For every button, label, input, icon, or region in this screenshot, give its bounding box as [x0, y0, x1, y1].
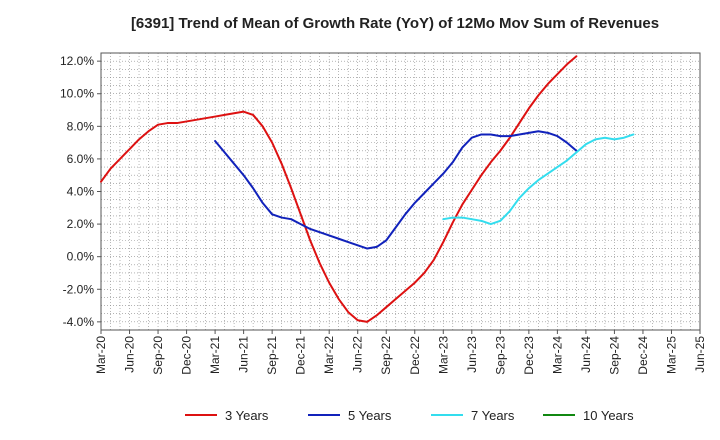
y-tick-label: 2.0%: [67, 217, 95, 231]
x-tick-label: Jun-20: [123, 336, 137, 373]
x-tick-label: Dec-24: [636, 336, 650, 375]
y-tick-label: 6.0%: [67, 152, 95, 166]
legend-label-5-years: 5 Years: [348, 408, 392, 423]
x-tick-label: Mar-24: [550, 336, 564, 374]
y-tick-label: 8.0%: [67, 119, 95, 133]
x-tick-label: Sep-22: [379, 336, 393, 375]
x-tick-label: Dec-23: [522, 336, 536, 375]
legend-label-10-years: 10 Years: [583, 408, 634, 423]
x-tick-label: Dec-20: [180, 336, 194, 375]
y-axis: -4.0% -2.0% 0.0% 2.0% 4.0% 6.0% 8.0% 10.0% 12.0%: [60, 54, 101, 329]
y-tick-label: -2.0%: [63, 282, 95, 296]
chart-title: [6391] Trend of Mean of Growth Rate (YoY…: [131, 15, 659, 32]
x-tick-label: Mar-20: [94, 336, 108, 374]
grid-lines: [101, 53, 700, 330]
x-tick-label: Mar-22: [322, 336, 336, 374]
plot-area: [100, 52, 701, 331]
legend: 3 Years 5 Years 7 Years 10 Years: [185, 408, 634, 423]
x-tick-label: Dec-21: [294, 336, 308, 375]
x-tick-label: Jun-24: [579, 336, 593, 373]
y-tick-label: 0.0%: [67, 250, 95, 264]
x-tick-label: Jun-21: [237, 336, 251, 373]
x-tick-label: Jun-23: [465, 336, 479, 373]
y-tick-label: -4.0%: [63, 315, 95, 329]
series-line-3-years: [100, 55, 578, 323]
x-tick-label: Mar-23: [436, 336, 450, 374]
x-tick-label: Mar-21: [208, 336, 222, 374]
series-lines: [100, 55, 635, 323]
x-tick-label: Sep-20: [151, 336, 165, 375]
series-line-5-years: [214, 130, 578, 250]
y-tick-label: 12.0%: [60, 54, 94, 68]
x-tick-label: Sep-24: [607, 336, 621, 375]
series-line-7-years: [442, 133, 635, 226]
legend-label-7-years: 7 Years: [471, 408, 515, 423]
x-tick-label: Sep-21: [265, 336, 279, 375]
x-tick-label: Sep-23: [493, 336, 507, 375]
x-tick-label: Jun-22: [351, 336, 365, 373]
x-tick-label: Jun-25: [693, 336, 707, 373]
y-tick-label: 10.0%: [60, 87, 94, 101]
x-axis: Mar-20 Jun-20 Sep-20 Dec-20 Mar-21 Jun-21 Sep-…: [94, 330, 707, 375]
y-tick-label: 4.0%: [67, 185, 95, 199]
x-tick-label: Dec-22: [408, 336, 422, 375]
x-tick-label: Mar-25: [664, 336, 678, 374]
legend-label-3-years: 3 Years: [225, 408, 269, 423]
